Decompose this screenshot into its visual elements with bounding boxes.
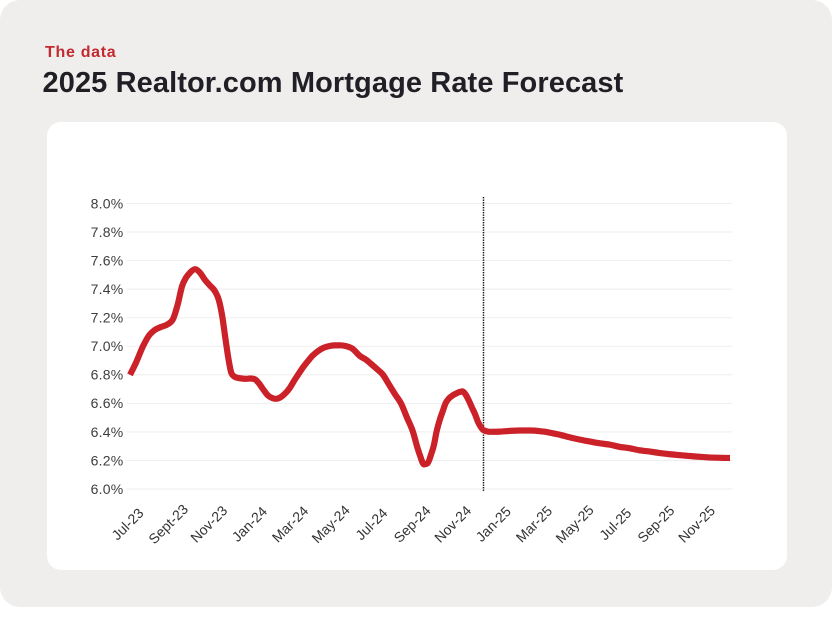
svg-text:May-24: May-24 bbox=[309, 502, 353, 546]
svg-text:6.6%: 6.6% bbox=[91, 395, 124, 411]
svg-text:6.4%: 6.4% bbox=[91, 424, 124, 440]
svg-text:8.0%: 8.0% bbox=[91, 195, 124, 211]
svg-text:Jul-24: Jul-24 bbox=[352, 505, 390, 543]
svg-text:7.6%: 7.6% bbox=[91, 253, 124, 269]
svg-text:7.4%: 7.4% bbox=[91, 281, 124, 297]
svg-text:Jul-25: Jul-25 bbox=[596, 505, 634, 543]
svg-text:Nov-25: Nov-25 bbox=[675, 502, 718, 545]
svg-text:7.2%: 7.2% bbox=[91, 310, 124, 326]
svg-text:Mar-25: Mar-25 bbox=[513, 502, 556, 545]
svg-text:Nov-23: Nov-23 bbox=[187, 502, 230, 545]
svg-text:6.2%: 6.2% bbox=[91, 452, 124, 468]
svg-text:Jul-23: Jul-23 bbox=[108, 505, 146, 543]
svg-text:6.8%: 6.8% bbox=[91, 367, 124, 383]
svg-text:Nov-24: Nov-24 bbox=[431, 502, 474, 545]
svg-text:7.0%: 7.0% bbox=[91, 338, 124, 354]
svg-text:6.0%: 6.0% bbox=[91, 481, 124, 497]
svg-text:7.8%: 7.8% bbox=[91, 224, 124, 240]
svg-text:Sept-23: Sept-23 bbox=[145, 501, 191, 547]
svg-text:Mar-24: Mar-24 bbox=[269, 502, 312, 545]
svg-text:May-25: May-25 bbox=[552, 502, 596, 546]
svg-text:Jan-25: Jan-25 bbox=[472, 503, 514, 545]
svg-text:Sep-25: Sep-25 bbox=[634, 502, 677, 545]
svg-text:Sep-24: Sep-24 bbox=[390, 502, 433, 545]
svg-text:Jan-24: Jan-24 bbox=[229, 503, 271, 545]
